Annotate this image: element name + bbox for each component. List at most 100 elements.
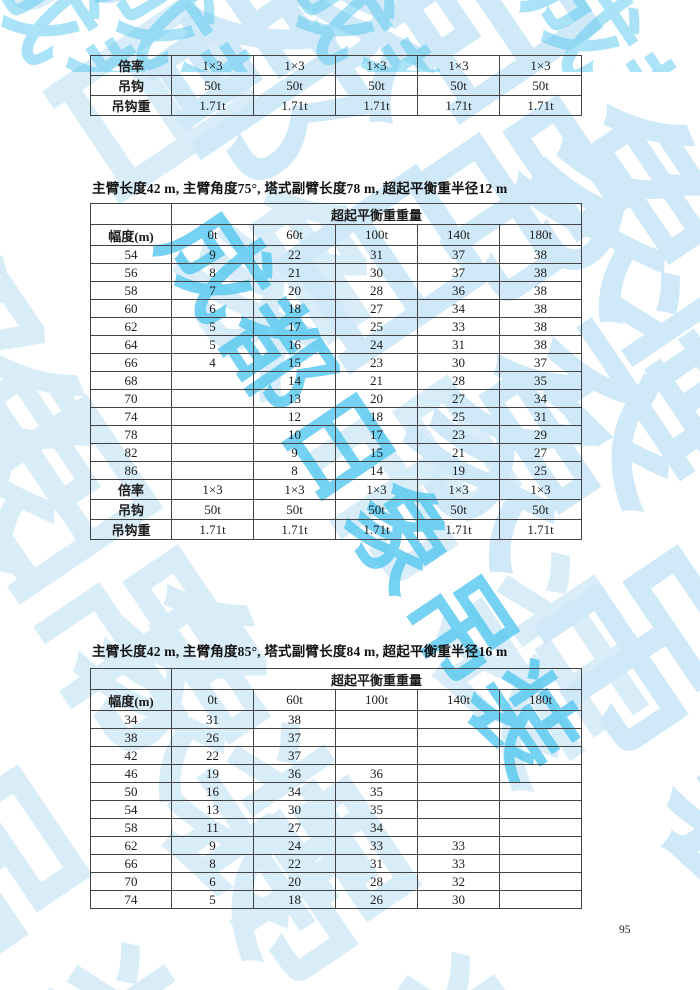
table-cell: 0t xyxy=(171,689,254,711)
table-cell: 6 xyxy=(171,872,254,891)
table-cell: 31 xyxy=(335,245,418,264)
table-cell: 17 xyxy=(335,425,418,444)
table-cell: 20 xyxy=(253,872,336,891)
hook-spec-table: 倍率 1×3 1×3 1×3 1×3 1×3 吊钩 50t 50t 50t 50t 50t 吊钩重 1.7… xyxy=(90,55,582,116)
table-cell xyxy=(499,710,582,729)
table-cell: 超起平衡重重量 xyxy=(171,203,582,225)
table-cell: 14 xyxy=(253,371,336,390)
table-row: 吊钩 50t 50t 50t 50t 50t xyxy=(90,75,582,96)
table-row: 54 9 22 31 37 38 xyxy=(90,245,582,264)
table-cell: 86 xyxy=(90,461,172,480)
table-cell xyxy=(335,728,418,747)
table-cell: 100t xyxy=(335,689,418,711)
table-cell: 37 xyxy=(417,263,500,282)
table-cell: 31 xyxy=(499,407,582,426)
table-cell: 22 xyxy=(253,245,336,264)
table-cell xyxy=(499,746,582,765)
table-cell: 27 xyxy=(253,818,336,837)
table-cell: 12 xyxy=(253,407,336,426)
table-cell: 50t xyxy=(253,75,336,96)
table-cell: 20 xyxy=(335,389,418,408)
table-cell: 66 xyxy=(90,854,172,873)
table-cell: 38 xyxy=(90,728,172,747)
table-cell xyxy=(171,443,254,462)
table-cell: 4 xyxy=(171,353,254,372)
table-row: 74 5 18 26 30 xyxy=(90,890,582,909)
table-cell: 倍率 xyxy=(90,55,172,76)
table-cell: 1×3 xyxy=(499,55,582,76)
table-cell: 21 xyxy=(417,443,500,462)
table-cell: 1×3 xyxy=(417,479,500,500)
table-cell: 13 xyxy=(253,389,336,408)
table-cell: 50t xyxy=(499,75,582,96)
table-cell: 30 xyxy=(417,353,500,372)
table-cell xyxy=(417,746,500,765)
table-cell: 26 xyxy=(335,890,418,909)
table-cell xyxy=(90,668,172,690)
table-cell: 30 xyxy=(253,800,336,819)
table-cell: 13 xyxy=(171,800,254,819)
table-cell: 1×3 xyxy=(499,479,582,500)
table-cell: 吊钩 xyxy=(90,499,172,520)
table-cell: 1.71t xyxy=(171,95,254,116)
table-cell: 30 xyxy=(335,263,418,282)
table-cell: 34 xyxy=(90,710,172,729)
table-cell: 28 xyxy=(335,281,418,300)
table-cell: 21 xyxy=(253,263,336,282)
table-cell: 60 xyxy=(90,299,172,318)
table-cell: 180t xyxy=(499,224,582,246)
table-cell: 1.71t xyxy=(335,95,418,116)
table-cell: 18 xyxy=(253,890,336,909)
table-cell xyxy=(171,461,254,480)
table-cell: 180t xyxy=(499,689,582,711)
table-row: 超起平衡重重量 xyxy=(90,668,582,690)
table-cell: 19 xyxy=(417,461,500,480)
table-row: 吊钩 50t 50t 50t 50t 50t xyxy=(90,499,582,520)
table-cell: 58 xyxy=(90,281,172,300)
page-number: 95 xyxy=(619,924,631,936)
table-row: 86 8 14 19 25 xyxy=(90,461,582,480)
table-cell: 68 xyxy=(90,371,172,390)
table-cell xyxy=(417,818,500,837)
table-cell: 60t xyxy=(253,689,336,711)
table-row: 64 5 16 24 31 38 xyxy=(90,335,582,354)
table-cell: 36 xyxy=(335,764,418,783)
table-cell: 超起平衡重重量 xyxy=(171,668,582,690)
table-cell: 34 xyxy=(335,818,418,837)
table-cell: 5 xyxy=(171,317,254,336)
table-cell: 35 xyxy=(499,371,582,390)
table-cell: 50t xyxy=(253,499,336,520)
table-cell: 11 xyxy=(171,818,254,837)
table-cell xyxy=(499,800,582,819)
section-heading-85deg: 主臂长度42 m, 主臂角度85°, 塔式副臂长度84 m, 超起平衡重半径16… xyxy=(92,644,508,659)
table-cell: 50t xyxy=(417,499,500,520)
table-cell: 14 xyxy=(335,461,418,480)
table-cell: 16 xyxy=(171,782,254,801)
table-row: 吊钩重 1.71t 1.71t 1.71t 1.71t 1.71t xyxy=(90,519,582,540)
load-chart-table-75deg: 超起平衡重重量 幅度(m) 0t 60t 100t 140t 180t 54 9 22 31 37 38… xyxy=(90,203,582,540)
table-cell xyxy=(417,800,500,819)
table-cell: 50t xyxy=(335,499,418,520)
table-cell: 8 xyxy=(171,263,254,282)
table-cell: 50t xyxy=(417,75,500,96)
table-cell: 1×3 xyxy=(253,55,336,76)
table-cell: 140t xyxy=(417,689,500,711)
table-cell: 1.71t xyxy=(417,519,500,540)
table-cell xyxy=(499,854,582,873)
table-cell: 28 xyxy=(417,371,500,390)
table-cell: 32 xyxy=(417,872,500,891)
table-cell: 34 xyxy=(253,782,336,801)
table-row: 吊钩重 1.71t 1.71t 1.71t 1.71t 1.71t xyxy=(90,95,582,116)
table-cell: 36 xyxy=(417,281,500,300)
table-cell xyxy=(499,782,582,801)
table-cell: 吊钩重 xyxy=(90,519,172,540)
table-cell: 50t xyxy=(335,75,418,96)
table-cell: 100t xyxy=(335,224,418,246)
table-cell: 吊钩 xyxy=(90,75,172,96)
table-cell xyxy=(499,890,582,909)
table-cell xyxy=(499,764,582,783)
table-cell: 1×3 xyxy=(417,55,500,76)
table-cell xyxy=(417,782,500,801)
table-cell: 37 xyxy=(499,353,582,372)
